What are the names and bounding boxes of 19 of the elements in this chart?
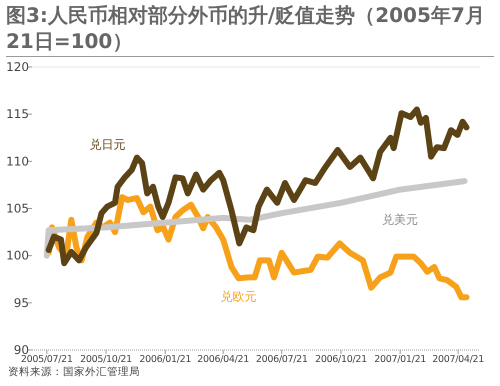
x-tick-label: 2007/01/21: [374, 354, 426, 365]
x-tick-label: 2005/07/21: [20, 354, 73, 365]
y-tick-label: 95: [14, 296, 29, 310]
series-label: 兑美元: [382, 212, 418, 227]
series-label: 兑欧元: [220, 289, 257, 304]
series-label: 兑日元: [89, 138, 126, 152]
x-tick-label: 2006/01/21: [139, 354, 192, 365]
x-tick-label: 2005/10/21: [80, 354, 132, 365]
y-tick-label: 100: [6, 248, 29, 263]
y-tick-label: 105: [6, 202, 29, 216]
y-tick-label: 110: [6, 154, 29, 168]
x-tick-label: 2006/07/21: [256, 354, 308, 365]
x-tick-label: 2007/04/21: [432, 354, 484, 365]
y-tick-label: 115: [6, 107, 29, 122]
x-tick-label: 2006/04/21: [197, 354, 250, 365]
x-tick-label: 2006/10/21: [315, 354, 368, 365]
y-tick-label: 120: [6, 60, 29, 74]
text: 资料来源：国家外汇管理局: [8, 365, 140, 378]
chart-title: 图3:人民币相对部分外币的升/贬值走势（2005年7月21日=100）: [6, 2, 494, 57]
